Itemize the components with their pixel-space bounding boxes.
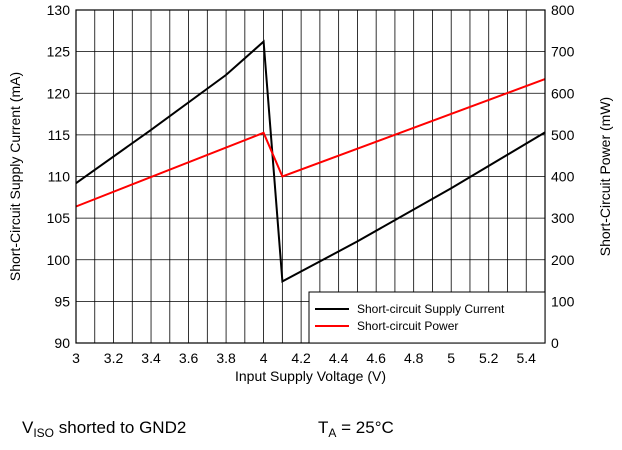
x-tick-label: 3.8: [216, 350, 236, 366]
x-tick-label: 4.4: [329, 350, 349, 366]
left-axis-title: Short-Circuit Supply Current (mA): [7, 72, 23, 281]
caption-v-subscript: ISO: [33, 426, 55, 440]
left-tick-label: 90: [54, 335, 70, 351]
x-tick-label: 5: [447, 350, 455, 366]
series-line-power: [75, 78, 546, 208]
x-tick-label: 4.8: [404, 350, 424, 366]
caption-t-rest: = 25°C: [336, 418, 394, 437]
right-tick-label: 100: [551, 293, 575, 309]
right-tick-label: 300: [551, 210, 575, 226]
chart-canvas: 3 3.2 3.4 3.6 3.8 4 4.2 4.4 4.6 4.8 5 5.2 5.4 90 95 10…: [7, 2, 613, 384]
x-axis-title: Input Supply Voltage (V): [235, 368, 386, 384]
x-axis-ticks: 3 3.2 3.4 3.6 3.8 4 4.2 4.4 4.6 4.8 5 5.2 5.4: [72, 350, 536, 366]
caption-t-subscript: A: [328, 426, 337, 440]
x-tick-label: 3.6: [179, 350, 199, 366]
left-tick-label: 110: [48, 169, 71, 185]
series-line-supply-current: [75, 39, 546, 284]
legend-box: [308, 291, 546, 344]
legend: Short-circuit Supply Current Short-circui…: [308, 291, 546, 344]
right-axis-title: Short-Circuit Power (mW): [597, 97, 613, 256]
x-tick-label: 5.2: [479, 350, 499, 366]
right-tick-label: 700: [551, 44, 575, 60]
caption-v-rest: shorted to GND2: [54, 418, 187, 437]
x-tick-label: 3.2: [104, 350, 124, 366]
x-tick-label: 3.4: [141, 350, 161, 366]
left-axis-ticks: 90 95 100 105 110 115 120 125 130: [47, 2, 71, 351]
x-tick-label: 3: [72, 350, 80, 366]
left-tick-label: 120: [47, 85, 71, 101]
caption-condition: VISO shorted to GND2: [22, 418, 186, 440]
left-tick-label: 95: [54, 293, 70, 309]
caption-temperature: TA = 25°C: [318, 418, 394, 440]
x-tick-label: 4.2: [291, 350, 311, 366]
legend-label: Short-circuit Supply Current: [357, 302, 505, 316]
right-tick-label: 200: [551, 252, 575, 268]
x-tick-label: 5.4: [517, 350, 537, 366]
right-tick-label: 500: [551, 127, 575, 143]
right-tick-label: 400: [551, 169, 575, 185]
left-tick-label: 125: [47, 44, 71, 60]
right-tick-label: 800: [551, 2, 575, 18]
legend-label: Short-circuit Power: [357, 319, 458, 333]
x-tick-label: 4.6: [366, 350, 386, 366]
x-tick-label: 4: [260, 350, 268, 366]
caption-v-label: V: [22, 418, 34, 437]
caption-t-label: T: [318, 418, 329, 437]
right-tick-label: 600: [551, 85, 575, 101]
right-axis-ticks: 0 100 200 300 400 500 600 700 800: [551, 2, 575, 351]
left-tick-label: 100: [47, 252, 71, 268]
right-tick-label: 0: [551, 335, 559, 351]
left-tick-label: 115: [48, 127, 71, 143]
left-tick-label: 130: [47, 2, 71, 18]
series-layer: [75, 39, 546, 284]
left-tick-label: 105: [47, 210, 71, 226]
